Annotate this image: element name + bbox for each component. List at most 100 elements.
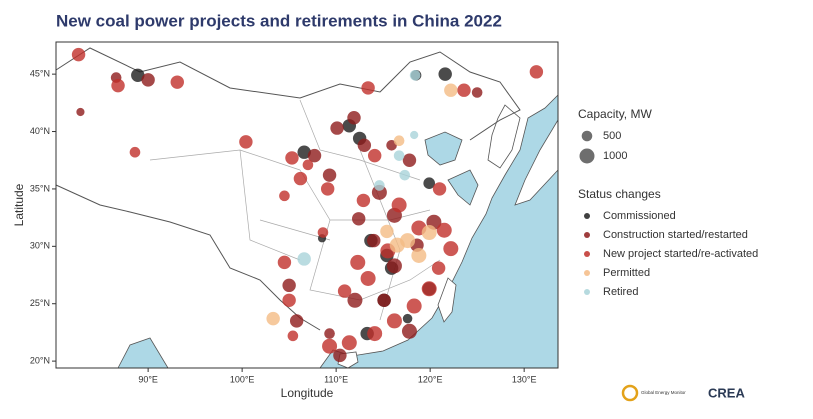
x-tick-label: 130°E — [512, 374, 537, 384]
plant-point — [330, 121, 344, 135]
chart-title: New coal power projects and retirements … — [56, 11, 502, 30]
legend-label: New project started/re-activated — [603, 248, 758, 260]
plant-point — [406, 298, 422, 314]
size-legend-label: 500 — [603, 130, 621, 142]
plant-point — [337, 284, 352, 298]
plant-point — [380, 224, 394, 239]
plant-point — [347, 111, 361, 125]
plant-point — [431, 261, 446, 275]
plant-point — [279, 190, 290, 202]
plant-point — [444, 83, 458, 97]
plant-point — [386, 313, 402, 329]
plant-point — [129, 146, 141, 158]
plant-point — [347, 292, 363, 308]
logo-text: CREA — [708, 385, 745, 400]
legend-label: Permitted — [603, 267, 650, 279]
plant-point — [293, 171, 308, 186]
size-legend-symbol — [579, 148, 595, 164]
plant-point — [410, 130, 419, 140]
border — [55, 47, 521, 331]
plant-point — [277, 255, 292, 270]
plant-point — [239, 135, 253, 149]
plant-point — [282, 293, 296, 307]
plant-point — [324, 328, 335, 339]
plant-point — [350, 254, 366, 270]
plant-point — [367, 148, 382, 163]
plant-point — [357, 138, 372, 153]
plant-point — [333, 348, 347, 363]
plant-point — [432, 182, 447, 196]
plant-point — [170, 75, 184, 89]
legend-symbol — [584, 232, 590, 238]
plant-point — [391, 197, 407, 213]
legend-label: Commissioned — [603, 210, 676, 222]
size-legend-symbol — [581, 130, 593, 142]
legend-label: Retired — [603, 286, 638, 298]
plant-point — [111, 78, 125, 93]
plant-point — [361, 81, 375, 95]
legend-title: Status changes — [578, 187, 661, 201]
plant-point — [367, 233, 381, 248]
plant-point — [360, 270, 376, 286]
logos: Global Energy Monitor CREA — [621, 384, 745, 402]
legend-label: Construction started/restarted — [603, 229, 748, 241]
legend-symbol — [584, 289, 590, 295]
x-tick-label: 90°E — [138, 374, 158, 384]
plant-point — [529, 65, 544, 79]
plant-point — [389, 237, 405, 253]
plant-point — [411, 248, 427, 264]
plant-point — [367, 326, 383, 342]
plant-point — [421, 281, 437, 297]
plant-point — [141, 73, 155, 87]
gem-icon — [621, 384, 639, 402]
plant-point — [351, 212, 366, 226]
plant-point — [436, 222, 452, 238]
plant-point — [423, 177, 436, 189]
legend-symbol — [584, 270, 590, 276]
plant-point — [317, 227, 329, 238]
plant-point — [297, 252, 311, 266]
korea — [487, 104, 521, 169]
plant-point — [289, 314, 304, 328]
size-legend-title: Capacity, MW — [578, 107, 652, 121]
plant-point — [377, 293, 391, 307]
x-tick-label: 110°E — [324, 374, 348, 384]
plant-point — [285, 151, 299, 165]
plant-point — [402, 153, 417, 167]
y-tick-label: 35°N — [30, 183, 50, 193]
x-tick-label: 120°E — [418, 374, 443, 384]
plant-point — [402, 313, 413, 324]
y-tick-label: 20°N — [30, 355, 50, 365]
plant-point — [320, 182, 335, 196]
legend-symbol — [584, 213, 590, 219]
legend-symbol — [584, 251, 590, 257]
plant-point — [374, 180, 385, 191]
plant-point — [76, 107, 85, 117]
plant-point — [131, 68, 145, 82]
plant-point — [399, 169, 411, 181]
map-base — [55, 41, 559, 369]
logo-text: Global Energy Monitor — [641, 390, 686, 395]
plant-point — [287, 330, 299, 342]
taiwan — [437, 277, 457, 323]
bohai-sea — [424, 131, 463, 166]
plant-point — [386, 258, 402, 274]
y-tick-label: 30°N — [30, 241, 50, 251]
plant-point — [341, 335, 357, 351]
plant-point — [307, 148, 322, 163]
plant-point — [409, 69, 421, 81]
plant-point — [421, 225, 437, 241]
plant-point — [438, 67, 452, 81]
plant-point — [297, 145, 311, 159]
plant-point — [356, 193, 371, 208]
y-tick-label: 45°N — [30, 69, 50, 79]
plant-point — [71, 47, 86, 62]
yellow-sea — [447, 169, 479, 206]
plant-point — [266, 311, 280, 326]
x-tick-label: 100°E — [230, 374, 255, 384]
plot-frame — [55, 41, 559, 369]
plant-point — [457, 83, 471, 97]
x-axis-label: Longitude — [281, 386, 334, 400]
plant-point — [393, 150, 405, 161]
